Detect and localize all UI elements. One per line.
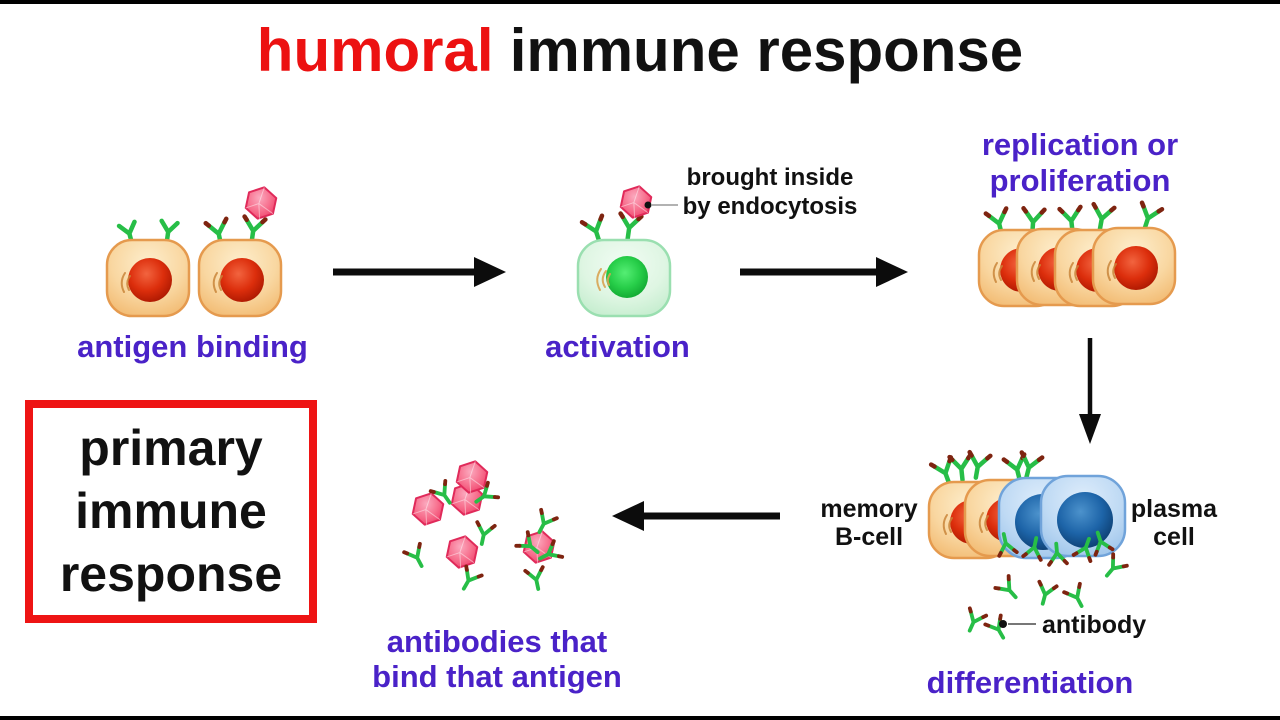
antigen-icon xyxy=(410,489,446,529)
antigen-binding-label: antigen binding xyxy=(77,329,308,364)
b-cell-icon xyxy=(197,238,283,318)
primary-box-line3: response xyxy=(59,546,283,602)
antigen-icon xyxy=(243,183,279,223)
antibodies-label-line1: antibodies that xyxy=(386,624,608,659)
b-cell-icon xyxy=(1091,226,1177,306)
plasma-cell-label-line2: cell xyxy=(1153,523,1195,551)
activated-b-cell-icon xyxy=(576,238,672,318)
arrow-left xyxy=(612,501,780,531)
title-highlight: humoral xyxy=(256,17,494,84)
arrow-right-2 xyxy=(740,257,908,287)
antigen-icon xyxy=(444,532,480,572)
title-rest: immune response xyxy=(509,17,1024,84)
b-cell-icon xyxy=(105,238,191,318)
endocytosis-note-line1: brought inside xyxy=(686,164,854,191)
proliferating-cells-illustration xyxy=(977,203,1177,308)
plasma-cell-label-line1: plasma xyxy=(1130,495,1218,523)
primary-box-line1: primary xyxy=(79,420,263,476)
page-title: humoral immune response xyxy=(0,16,1280,85)
plasma-cell-label: plasma cell xyxy=(1105,495,1243,551)
arrow-right-1 xyxy=(333,257,506,287)
replication-label-line1: replication or xyxy=(981,127,1179,162)
antibodies-label-line2: bind that antigen xyxy=(372,659,622,694)
memory-b-cell-label: memory B-cell xyxy=(800,495,938,551)
antigen-antibody-complexes-illustration xyxy=(402,457,565,596)
primary-immune-response-box: primary immune response xyxy=(25,400,317,623)
memory-b-cell-label-line2: B-cell xyxy=(834,523,904,551)
antibody-callout-line xyxy=(999,620,1036,628)
antibody-label: antibody xyxy=(1042,611,1147,639)
replication-label-line2: proliferation xyxy=(989,163,1171,198)
endocytosis-callout-line xyxy=(644,201,678,209)
letterbox-bottom xyxy=(0,716,1280,720)
endocytosis-note: brought inside by endocytosis xyxy=(655,163,885,221)
antibodies-label: antibodies that bind that antigen xyxy=(348,624,646,694)
letterbox-top xyxy=(0,0,1280,4)
memory-b-cell-label-line1: memory xyxy=(820,495,918,523)
primary-box-line2: immune xyxy=(75,483,267,539)
b-cell-pair-illustration xyxy=(105,183,283,318)
activation-label: activation xyxy=(545,329,690,364)
endocytosis-note-line2: by endocytosis xyxy=(682,193,858,220)
replication-label: replication or proliferation xyxy=(945,127,1215,199)
differentiation-label: differentiation xyxy=(926,665,1134,700)
arrow-down xyxy=(1079,338,1101,444)
differentiation-cells-illustration xyxy=(927,452,1127,560)
